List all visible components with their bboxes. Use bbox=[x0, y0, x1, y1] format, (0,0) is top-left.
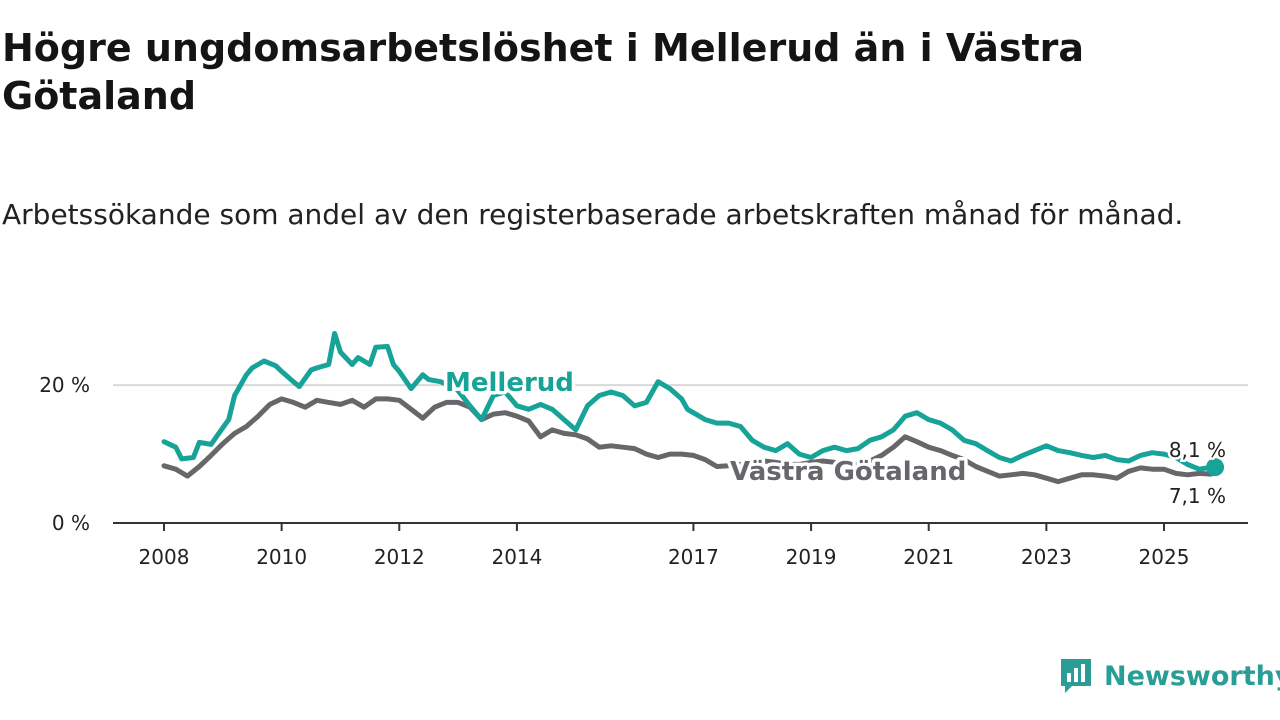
label-layer: Mellerud Västra Götaland 8,1 % 7,1 % bbox=[442, 365, 1229, 511]
end-value-label-mellerud: 8,1 % bbox=[1169, 438, 1226, 462]
newsworthy-logo-icon bbox=[1061, 659, 1091, 693]
x-tick-label: 2017 bbox=[668, 545, 719, 569]
series-label-mellerud: Mellerud bbox=[445, 368, 574, 398]
brand-name: Newsworthy bbox=[1104, 660, 1280, 692]
x-tick-label: 2010 bbox=[256, 545, 307, 569]
series-label-vastra-gotaland: Västra Götaland bbox=[730, 457, 966, 487]
x-tick-label: 2014 bbox=[491, 545, 542, 569]
y-tick-label: 0 % bbox=[52, 511, 90, 535]
series-end-dot bbox=[1206, 458, 1225, 477]
brand-logo[interactable]: Newsworthy bbox=[1058, 654, 1280, 698]
x-tick-label: 2023 bbox=[1021, 545, 1072, 569]
x-tick-label: 2025 bbox=[1139, 545, 1190, 569]
series-layer bbox=[161, 330, 1225, 485]
chart-subtitle: Arbetssökande som andel av den registerb… bbox=[2, 198, 1184, 231]
x-tick-label: 2008 bbox=[139, 545, 190, 569]
chart-title: Högre ungdomsarbetslöshet i Mellerud än … bbox=[2, 26, 1084, 118]
line-chart: 0 % 20 % 2008 2010 2012 2014 2017 2019 2021 2023 2… bbox=[39, 330, 1248, 569]
axis-layer: 0 % 20 % 2008 2010 2012 2014 2017 2019 2021 2023 2… bbox=[39, 373, 1248, 569]
series-line-mellerud bbox=[161, 330, 1214, 472]
x-tick-label: 2021 bbox=[903, 545, 954, 569]
y-tick-label: 20 % bbox=[39, 373, 90, 397]
x-tick-label: 2012 bbox=[374, 545, 425, 569]
end-value-label-vastra-gotaland: 7,1 % bbox=[1169, 484, 1226, 508]
x-tick-label: 2019 bbox=[786, 545, 837, 569]
series-line-v-stra-g-taland bbox=[161, 396, 1214, 485]
